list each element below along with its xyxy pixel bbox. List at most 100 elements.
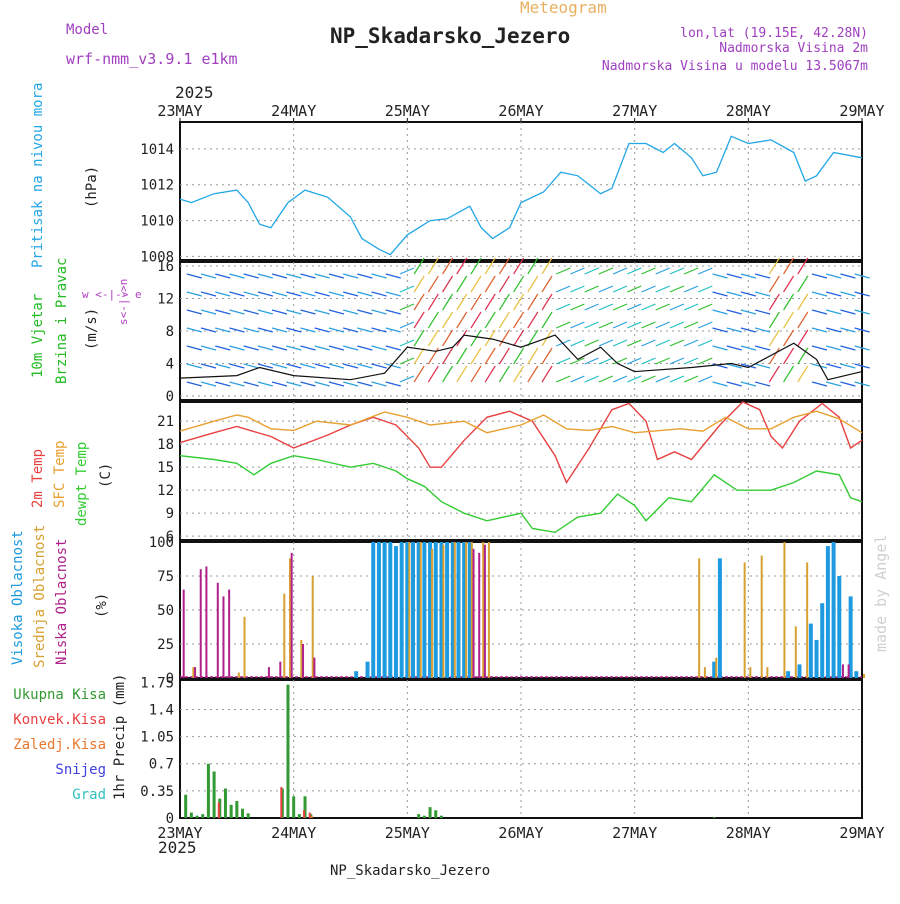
y-tick-label: 1.75: [140, 675, 174, 691]
wind-barb: [669, 285, 685, 293]
wind-barb: [314, 273, 330, 279]
wind-barb: [442, 293, 454, 311]
wind-barb: [811, 273, 828, 279]
y-tick-label: 50: [157, 603, 174, 619]
wind-barb: [754, 273, 771, 279]
total-precip-bar: [428, 807, 432, 818]
wind-barb: [470, 347, 482, 365]
wind-barb: [342, 381, 359, 387]
wind-barb: [456, 347, 468, 365]
y-tick-label: 1.05: [140, 730, 174, 746]
y-tick-label: 100: [149, 535, 174, 551]
wind-barb: [229, 327, 245, 333]
cloud-unit: (%): [94, 593, 110, 618]
wind-barb: [243, 291, 259, 297]
wind-barb: [726, 273, 742, 279]
wind-barb: [811, 345, 828, 351]
wind-barb: [357, 345, 373, 351]
high-cloud-bar: [433, 542, 438, 678]
high-cloud-bar: [382, 542, 387, 678]
mid-cloud-bar: [698, 558, 701, 678]
wind-barb: [854, 291, 870, 297]
wind-barb: [484, 329, 496, 347]
wind-barb: [783, 311, 795, 329]
mid-cloud-bar: [283, 593, 286, 678]
y-tick-label: 6: [166, 529, 174, 545]
watermark: made by Angel: [872, 535, 890, 652]
mid-cloud-bar: [431, 548, 434, 678]
low-cloud-bar: [290, 552, 293, 678]
wind-barb: [712, 381, 728, 387]
wind-barb: [215, 327, 231, 333]
wind-barb: [399, 321, 415, 329]
wind-barb: [726, 345, 742, 351]
wind-barb: [243, 381, 259, 387]
footer-station: NP_Skadarsko_Jezero: [330, 863, 490, 879]
wind-barb: [840, 291, 856, 297]
conv-precip-bar: [308, 812, 311, 818]
wind-barb: [357, 327, 373, 333]
wind-barb: [186, 381, 202, 387]
wind-barb: [612, 321, 628, 329]
wind-barb: [740, 309, 757, 315]
wind-barb: [712, 345, 728, 351]
wind-barb: [768, 365, 780, 383]
y-tick-label: 12: [157, 292, 174, 308]
wind-barb: [854, 363, 870, 369]
wind-barb: [726, 309, 742, 315]
wind-barb: [229, 345, 245, 351]
wind-barb: [541, 293, 553, 311]
wind-barb: [300, 327, 316, 333]
wind-barb: [470, 293, 482, 311]
high-cloud-bar: [450, 542, 455, 678]
wind-barb: [641, 285, 656, 293]
wind-barb: [612, 267, 628, 275]
wind-barb: [570, 339, 585, 347]
wind-barb: [783, 275, 795, 293]
wind-barb: [342, 291, 359, 297]
total-precip-bar: [189, 812, 193, 818]
wind-barb: [811, 309, 828, 315]
wind-barb: [186, 291, 202, 297]
pressure-label: Pritisak na nivou mora: [30, 83, 46, 268]
wind-barb: [598, 321, 614, 329]
day-tick-label-bottom: 23MAY: [157, 824, 202, 842]
conv-precip-label: Konvek.Kisa: [13, 712, 106, 728]
y-tick-label: 1012: [140, 178, 174, 194]
wind-barb: [271, 273, 288, 279]
wind-barb: [215, 345, 231, 351]
high-cloud-bar: [388, 542, 393, 678]
wind-barb: [328, 345, 345, 351]
high-cloud-bar: [405, 542, 410, 678]
wind-barb: [371, 381, 387, 387]
wind-barb: [556, 285, 571, 293]
mid-cloud-bar: [465, 542, 468, 678]
wind-barb: [627, 321, 642, 329]
wind-barb: [712, 327, 728, 333]
wind-barb: [726, 327, 742, 333]
wind-barb: [186, 345, 202, 351]
wind-barb: [257, 309, 274, 315]
wind-barb: [498, 329, 510, 347]
wind-barb: [655, 375, 670, 383]
wind-barb: [229, 381, 245, 387]
conv-precip-bar: [217, 802, 220, 818]
wind-barb: [783, 329, 795, 347]
wind-barb: [698, 303, 713, 311]
wind-barb: [484, 293, 496, 311]
low-cloud-label: Niska Oblacnost: [54, 539, 70, 665]
high-cloud-bar: [371, 542, 376, 678]
sfc-temp-line: [179, 410, 863, 434]
wind-barb: [556, 267, 571, 275]
wind-barb: [826, 309, 842, 315]
wind-barb: [186, 309, 202, 315]
mid-cloud-bar: [743, 562, 746, 678]
wind-barb: [328, 363, 345, 369]
frozen-precip-bar: [310, 815, 313, 818]
low-cloud-bar: [222, 596, 225, 678]
wind-barb: [484, 365, 496, 383]
mid-cloud-bar: [470, 542, 473, 678]
wind-barb: [328, 327, 345, 333]
total-precip-bar: [201, 814, 205, 818]
wind-barb: [271, 381, 288, 387]
